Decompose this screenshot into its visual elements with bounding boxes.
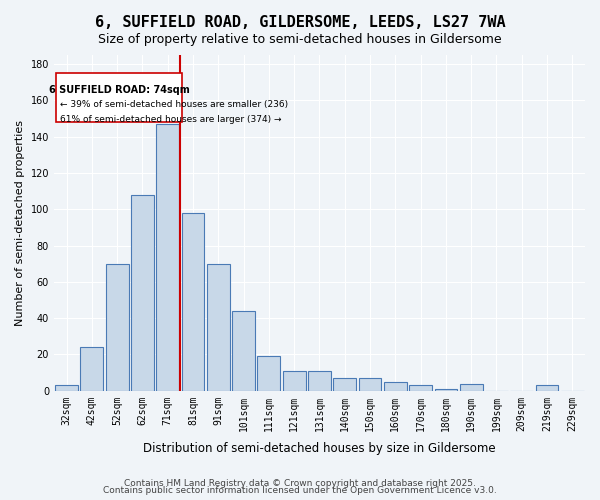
Text: 6, SUFFIELD ROAD, GILDERSOME, LEEDS, LS27 7WA: 6, SUFFIELD ROAD, GILDERSOME, LEEDS, LS2… — [95, 15, 505, 30]
Bar — [434, 389, 457, 391]
Bar — [409, 386, 432, 391]
Text: Contains HM Land Registry data © Crown copyright and database right 2025.: Contains HM Land Registry data © Crown c… — [124, 478, 476, 488]
Bar — [182, 213, 205, 391]
FancyBboxPatch shape — [56, 73, 182, 122]
Bar — [257, 356, 280, 391]
Bar — [80, 347, 103, 391]
Y-axis label: Number of semi-detached properties: Number of semi-detached properties — [15, 120, 25, 326]
Bar — [55, 386, 78, 391]
Text: Size of property relative to semi-detached houses in Gildersome: Size of property relative to semi-detach… — [98, 32, 502, 46]
Bar — [536, 386, 559, 391]
Bar — [460, 384, 482, 391]
Bar — [334, 378, 356, 391]
Bar — [359, 378, 382, 391]
Text: ← 39% of semi-detached houses are smaller (236): ← 39% of semi-detached houses are smalle… — [60, 100, 289, 110]
Bar — [157, 124, 179, 391]
Text: 6 SUFFIELD ROAD: 74sqm: 6 SUFFIELD ROAD: 74sqm — [49, 86, 190, 96]
X-axis label: Distribution of semi-detached houses by size in Gildersome: Distribution of semi-detached houses by … — [143, 442, 496, 455]
Bar — [106, 264, 128, 391]
Text: 61% of semi-detached houses are larger (374) →: 61% of semi-detached houses are larger (… — [60, 115, 282, 124]
Bar — [207, 264, 230, 391]
Bar — [232, 311, 255, 391]
Bar — [131, 195, 154, 391]
Bar — [384, 382, 407, 391]
Bar — [308, 371, 331, 391]
Text: Contains public sector information licensed under the Open Government Licence v3: Contains public sector information licen… — [103, 486, 497, 495]
Bar — [283, 371, 305, 391]
